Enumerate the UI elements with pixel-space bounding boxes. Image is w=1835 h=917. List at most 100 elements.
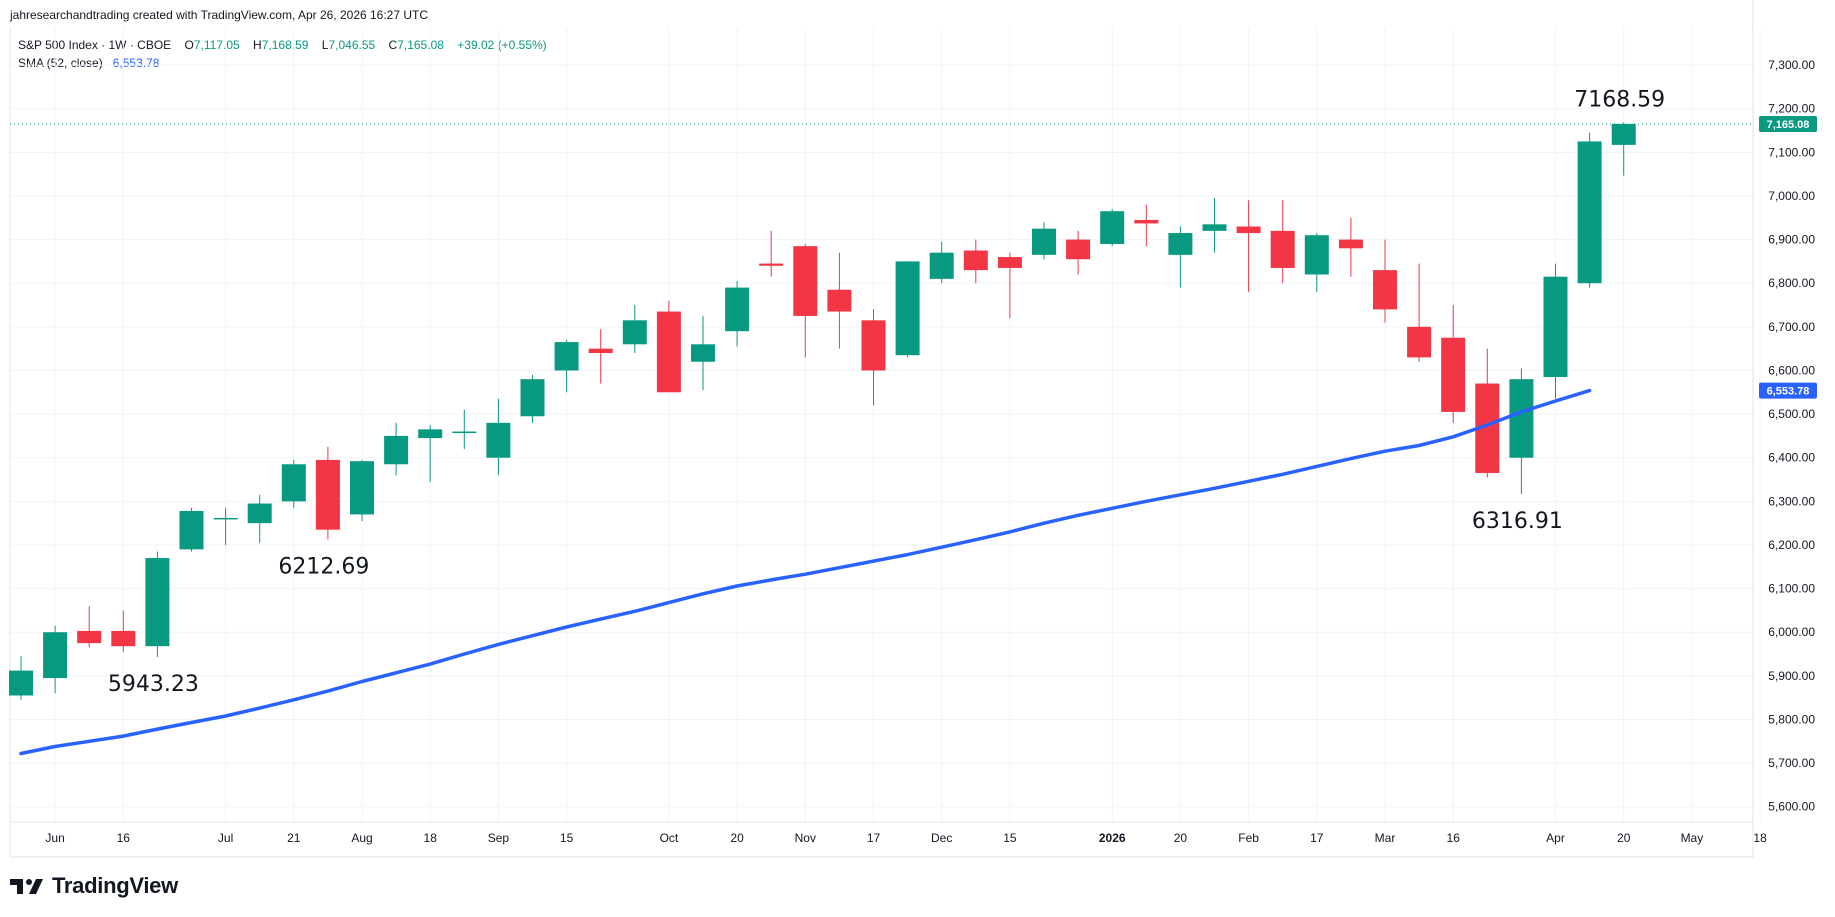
candle-body xyxy=(350,461,374,515)
x-tick-label: 20 xyxy=(1174,831,1188,845)
price-annotation: 6212.69 xyxy=(278,554,369,579)
candle xyxy=(588,329,613,384)
x-tick-label: 21 xyxy=(287,831,301,845)
candle-body xyxy=(1509,379,1534,458)
x-tick-label: Jun xyxy=(45,831,64,845)
price-annotation: 7168.59 xyxy=(1574,87,1665,112)
candle xyxy=(77,606,102,648)
tradingview-logo-icon xyxy=(10,879,43,894)
legend: S&P 500 Index · 1W · CBOE O7,117.05 H7,1… xyxy=(18,36,547,72)
x-tick-label: 16 xyxy=(117,831,131,845)
change-value: +39.02 (+0.55%) xyxy=(457,38,547,52)
candle xyxy=(486,398,511,476)
candle-body xyxy=(861,320,886,371)
y-tick-label: 6,900.00 xyxy=(1768,233,1815,247)
candle-body xyxy=(1202,224,1227,231)
candle-body xyxy=(520,379,545,417)
price-annotation: 5943.23 xyxy=(108,672,199,697)
close-value: 7,165.08 xyxy=(397,38,444,52)
candle-body xyxy=(1032,228,1056,255)
candle-body xyxy=(145,558,170,647)
candle xyxy=(997,252,1022,319)
y-tick-label: 6,100.00 xyxy=(1768,582,1815,596)
candle xyxy=(1441,305,1466,423)
candle xyxy=(145,551,170,657)
candle-body xyxy=(929,252,954,279)
candle-body xyxy=(725,287,750,332)
candle xyxy=(895,261,920,358)
sma-value: 6,553.78 xyxy=(112,56,160,70)
x-tick-label: 18 xyxy=(1753,831,1767,845)
candle xyxy=(418,425,443,482)
candle xyxy=(1611,122,1636,176)
low-value: 7,046.55 xyxy=(328,38,376,52)
open-label: O xyxy=(184,38,194,52)
candle-body xyxy=(9,670,33,696)
y-tick-label: 7,100.00 xyxy=(1768,145,1815,159)
candle-body xyxy=(486,422,511,458)
candle xyxy=(1134,204,1159,247)
candle xyxy=(315,446,340,540)
candle-body xyxy=(997,257,1022,268)
sma-row: SMA (52, close) 6,553.78 xyxy=(18,54,547,72)
candle-body xyxy=(554,342,579,371)
sma-line xyxy=(19,388,1592,756)
candle xyxy=(520,374,545,423)
sma-price-label: 6,553.78 xyxy=(1767,386,1810,398)
candle xyxy=(452,409,477,449)
candle xyxy=(861,309,886,406)
candle-body xyxy=(1441,337,1466,412)
candle xyxy=(691,315,715,391)
x-tick-label: Nov xyxy=(795,831,816,845)
candle xyxy=(1168,226,1193,288)
x-tick-label: 15 xyxy=(560,831,574,845)
candle-body xyxy=(111,630,136,647)
x-tick-label: Sep xyxy=(488,831,510,845)
candle-body xyxy=(895,261,920,356)
y-tick-label: 7,000.00 xyxy=(1768,189,1815,203)
y-tick-label: 5,700.00 xyxy=(1768,756,1815,770)
x-tick-label: Apr xyxy=(1546,831,1565,845)
candle xyxy=(350,459,374,521)
candle-body xyxy=(1373,270,1397,310)
x-tick-label: Aug xyxy=(351,831,372,845)
candle xyxy=(1338,217,1363,277)
candle xyxy=(9,656,33,700)
candle-body xyxy=(315,459,340,530)
y-tick-label: 6,600.00 xyxy=(1768,363,1815,377)
x-tick-label: 17 xyxy=(1310,831,1324,845)
candle xyxy=(281,459,306,508)
y-tick-label: 5,800.00 xyxy=(1768,712,1815,726)
candle xyxy=(1270,200,1295,284)
x-tick-label: Feb xyxy=(1238,831,1259,845)
candle-body xyxy=(43,632,68,679)
candle xyxy=(759,230,784,277)
candle-body xyxy=(963,250,988,271)
x-tick-label: 15 xyxy=(1003,831,1017,845)
high-value: 7,168.59 xyxy=(261,38,309,52)
y-tick-label: 6,800.00 xyxy=(1768,276,1815,290)
sma-label[interactable]: SMA (52, close) xyxy=(18,56,103,70)
tradingview-logo[interactable]: TradingView xyxy=(10,873,178,899)
chart-header: jahresearchandtrading created with Tradi… xyxy=(10,8,429,22)
symbol-label[interactable]: S&P 500 Index · 1W · CBOE xyxy=(18,38,172,52)
ohlc-row: S&P 500 Index · 1W · CBOE O7,117.05 H7,1… xyxy=(18,36,547,54)
candle xyxy=(929,241,954,284)
x-tick-label: Jul xyxy=(218,831,233,845)
candle-body xyxy=(691,344,715,362)
candle-body xyxy=(622,320,647,345)
y-tick-label: 6,300.00 xyxy=(1768,494,1815,508)
candle-body xyxy=(1270,230,1295,268)
candle xyxy=(622,305,647,354)
candle-body xyxy=(1100,211,1125,244)
candle xyxy=(963,239,988,284)
candle xyxy=(384,422,409,476)
candle-body xyxy=(1338,239,1363,249)
candle xyxy=(213,507,238,545)
candle xyxy=(1509,368,1534,494)
candle-body xyxy=(452,431,477,434)
current-price-label: 7,165.08 xyxy=(1767,119,1810,131)
candle-body xyxy=(1134,219,1159,224)
x-tick-label: 20 xyxy=(1617,831,1631,845)
